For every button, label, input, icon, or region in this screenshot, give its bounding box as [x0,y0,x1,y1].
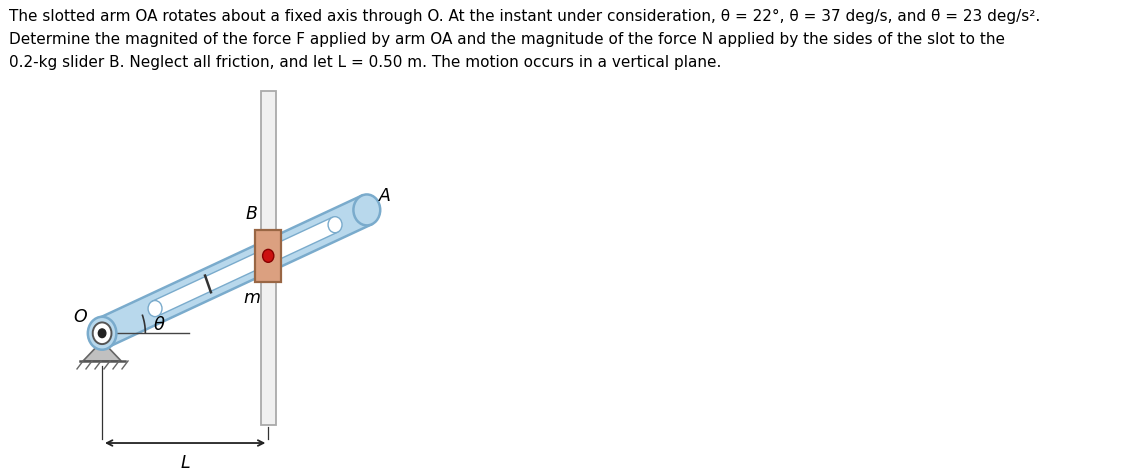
Circle shape [93,323,112,344]
Bar [260,91,275,425]
Circle shape [353,195,380,226]
Circle shape [148,301,162,317]
Polygon shape [97,196,372,348]
Circle shape [98,329,106,338]
Text: 0.2-kg slider B. Neglect all friction, and let L = 0.50 m. The motion occurs in : 0.2-kg slider B. Neglect all friction, a… [9,55,721,69]
Text: $\theta$: $\theta$ [153,315,166,333]
Bar [255,230,281,282]
Text: Determine the magnited of the force F applied by arm OA and the magnitude of the: Determine the magnited of the force F ap… [9,32,1005,47]
Text: $L$: $L$ [179,453,191,471]
Text: m: m [243,288,260,306]
Polygon shape [152,218,338,317]
Circle shape [88,317,116,350]
Polygon shape [83,341,121,361]
Circle shape [263,250,274,263]
Text: A: A [379,187,391,205]
Text: B: B [246,205,258,222]
Text: O: O [73,307,87,326]
Text: The slotted arm OA rotates about a fixed axis through O. At the instant under co: The slotted arm OA rotates about a fixed… [9,9,1040,24]
Circle shape [328,217,341,233]
Circle shape [89,318,115,349]
